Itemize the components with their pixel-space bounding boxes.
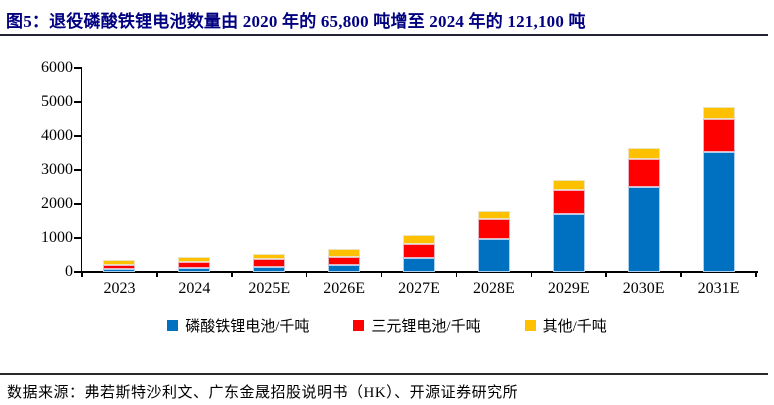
- bar-stack-2028E: [477, 211, 510, 272]
- bar-segment: [402, 244, 435, 258]
- x-tick-mark: [605, 272, 607, 277]
- y-tick-mark: [74, 237, 81, 239]
- title-divider: [0, 34, 768, 36]
- bar-stack-2024: [178, 256, 211, 272]
- bar-stack-2023: [103, 259, 136, 272]
- legend-item: 磷酸铁锂电池/千吨: [167, 315, 309, 336]
- x-category-label: 2029E: [547, 280, 590, 297]
- source-note: 数据来源：弗若斯特沙利文、广东金晟招股说明书（HK）、开源证券研究所: [7, 385, 519, 401]
- bar-segment: [253, 253, 286, 260]
- bar-stack-2027E: [402, 235, 435, 272]
- bar-segment: [627, 187, 660, 272]
- bar-column-2023: [82, 68, 157, 272]
- bar-column-2025E: [232, 68, 307, 272]
- y-tick-mark: [74, 203, 81, 205]
- y-tick-label: 6000: [41, 59, 73, 76]
- bar-column-2031E: [681, 68, 756, 272]
- bar-segment: [477, 211, 510, 219]
- x-tick-mark: [530, 272, 533, 277]
- bar-column-2029E: [531, 68, 606, 272]
- y-tick-mark: [74, 135, 81, 137]
- bar-segment: [402, 257, 435, 272]
- y-tick-mark: [74, 169, 81, 171]
- bar-stack-2029E: [552, 179, 585, 272]
- x-tick-mark: [755, 272, 757, 277]
- y-tick-mark: [74, 67, 81, 69]
- bar-column-2026E: [307, 68, 382, 272]
- x-category-label: 2027E: [398, 280, 440, 297]
- bar-segment: [402, 235, 435, 245]
- legend-label: 其他/千吨: [542, 319, 607, 335]
- bar-column-2024: [157, 68, 232, 272]
- x-category-label: 2026E: [323, 280, 365, 297]
- bar-segment: [253, 259, 286, 267]
- x-tick-mark: [680, 272, 682, 277]
- bar-segment: [103, 264, 136, 269]
- y-tick-label: 5000: [41, 93, 73, 110]
- x-category-label: 2030E: [622, 280, 665, 297]
- bar-segment: [477, 218, 510, 240]
- legend-swatch: [524, 320, 536, 331]
- x-tick-mark: [455, 272, 458, 277]
- legend-item: 三元锂电池/千吨: [353, 315, 481, 336]
- y-tick-mark: [74, 271, 81, 273]
- bar-segment: [552, 213, 585, 272]
- legend-label: 三元锂电池/千吨: [371, 319, 481, 335]
- bar-segment: [178, 261, 211, 268]
- bar-segment: [328, 249, 361, 257]
- bar-segment: [103, 268, 136, 272]
- bar-segment: [627, 148, 660, 160]
- bar-segment: [552, 179, 585, 190]
- bar-segment: [702, 107, 735, 120]
- y-tick-label: 3000: [41, 161, 73, 178]
- bar-segment: [552, 189, 585, 214]
- y-tick-mark: [74, 101, 81, 103]
- bar-segment: [328, 256, 361, 266]
- y-axis-line: [80, 67, 82, 272]
- bar-segment: [328, 265, 361, 272]
- bar-stack-2031E: [702, 107, 735, 272]
- chart-legend: 磷酸铁锂电池/千吨 三元锂电池/千吨 其他/千吨: [0, 315, 774, 336]
- x-tick-mark: [81, 272, 83, 277]
- bar-segment: [178, 256, 211, 262]
- x-category-label: 2025E: [248, 280, 291, 297]
- bar-segment: [253, 266, 286, 272]
- y-tick-label: 2000: [41, 195, 73, 212]
- legend-swatch: [353, 320, 365, 331]
- figure-title: 图5：退役磷酸铁锂电池数量由 2020 年的 65,800 吨增至 2024 年…: [6, 12, 586, 31]
- bar-stack-2025E: [253, 253, 286, 272]
- bar-segment: [477, 239, 510, 272]
- plot-area: [82, 68, 756, 272]
- x-category-label: 2023: [103, 280, 136, 297]
- x-tick-mark: [231, 272, 233, 277]
- x-tick-mark: [156, 272, 158, 277]
- y-tick-label: 0: [65, 263, 73, 280]
- legend-item: 其他/千吨: [524, 315, 607, 336]
- bar-stack-2026E: [328, 249, 361, 272]
- legend-label: 磷酸铁锂电池/千吨: [185, 319, 310, 335]
- bar-segment: [178, 267, 211, 272]
- x-tick-mark: [305, 272, 308, 277]
- bar-segment: [103, 259, 136, 265]
- bar-segment: [702, 152, 735, 272]
- bar-stack-2030E: [627, 148, 660, 272]
- x-category-label: 2031E: [697, 280, 740, 297]
- x-tick-mark: [380, 272, 383, 277]
- x-category-label: 2024: [178, 280, 211, 297]
- legend-swatch: [167, 320, 179, 331]
- bar-segment: [627, 159, 660, 187]
- y-tick-label: 1000: [41, 229, 73, 246]
- bar-column-2030E: [606, 68, 681, 272]
- y-tick-label: 4000: [41, 127, 73, 144]
- source-divider: [0, 373, 768, 375]
- bar-column-2027E: [382, 68, 457, 272]
- x-category-label: 2028E: [472, 280, 515, 297]
- bar-column-2028E: [456, 68, 531, 272]
- bar-segment: [702, 119, 735, 153]
